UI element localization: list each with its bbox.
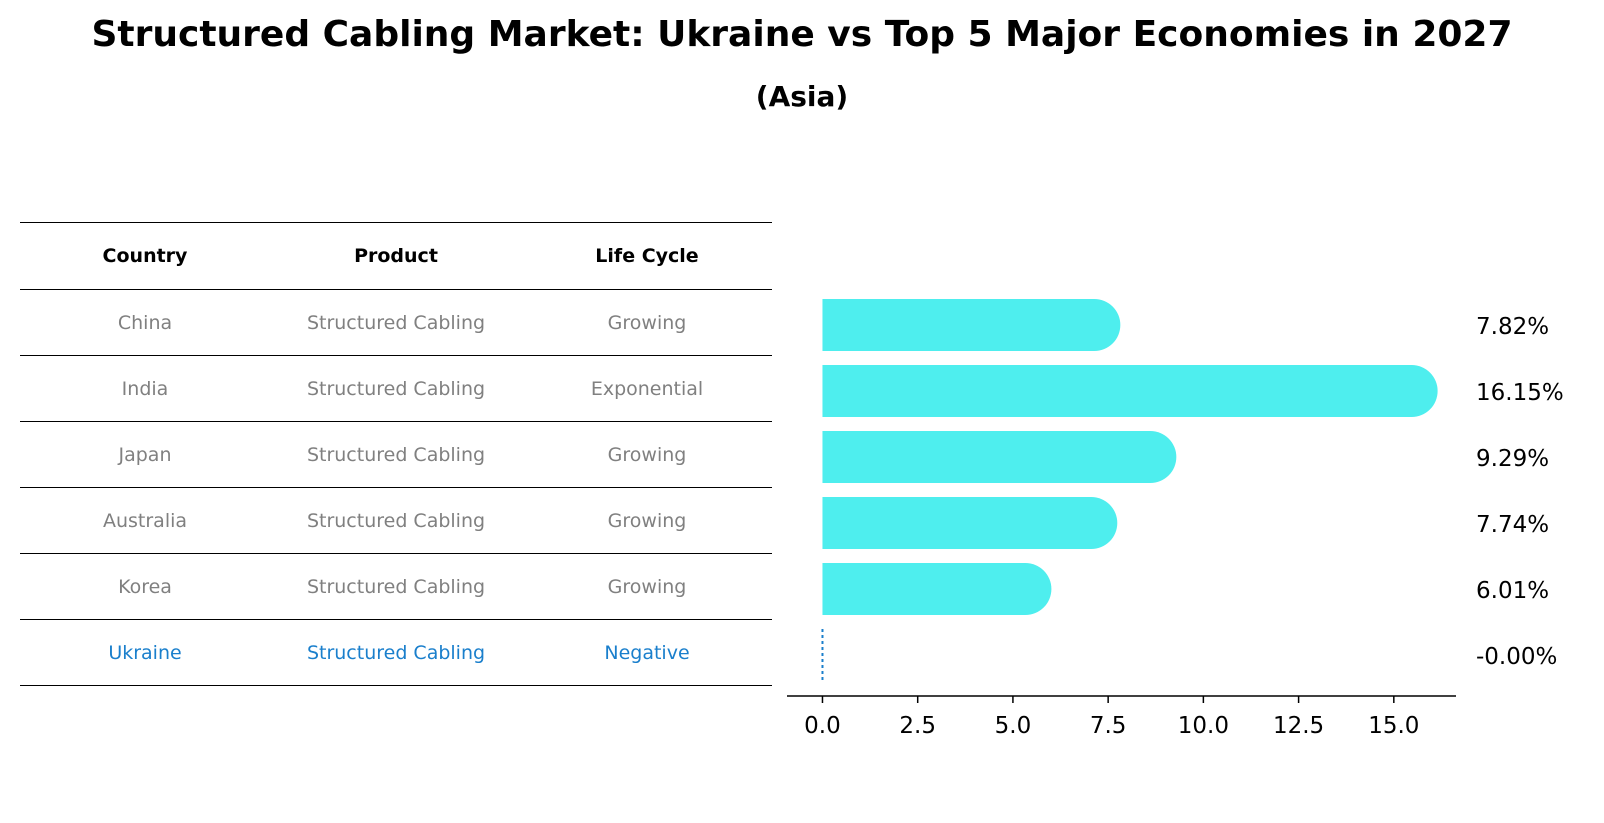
value-label-china: 7.82% bbox=[1476, 314, 1549, 340]
bar-japan bbox=[822, 431, 1177, 483]
value-label-korea: 6.01% bbox=[1476, 578, 1549, 604]
table-row: Japan Structured Cabling Growing bbox=[20, 422, 772, 488]
life-cycle-cell: Growing bbox=[607, 509, 687, 532]
country-cell: India bbox=[121, 377, 169, 400]
value-label-japan: 9.29% bbox=[1476, 446, 1549, 472]
bar-china bbox=[822, 299, 1121, 351]
country-cell: Japan bbox=[118, 443, 172, 466]
life-cycle-cell: Growing bbox=[607, 443, 687, 466]
country-cell: China bbox=[117, 311, 173, 334]
x-tick-label: 0.0 bbox=[804, 713, 841, 739]
value-label-ukraine: -0.00% bbox=[1476, 644, 1557, 670]
country-cell: Ukraine bbox=[108, 641, 182, 664]
country-table: Country Product Life Cycle China Structu… bbox=[20, 222, 772, 686]
product-cell: Structured Cabling bbox=[306, 509, 486, 532]
x-tick-label: 2.5 bbox=[899, 713, 936, 739]
life-cycle-cell: Growing bbox=[607, 311, 687, 334]
bar-korea bbox=[822, 563, 1052, 615]
life-cycle-cell: Negative bbox=[604, 641, 690, 664]
table-row: Korea Structured Cabling Growing bbox=[20, 554, 772, 620]
table-row: China Structured Cabling Growing bbox=[20, 290, 772, 356]
product-cell: Structured Cabling bbox=[306, 575, 486, 598]
bar-india bbox=[822, 365, 1438, 417]
header-country: Country bbox=[102, 245, 188, 267]
x-tick-label: 10.0 bbox=[1178, 713, 1229, 739]
country-cell: Australia bbox=[102, 509, 188, 532]
chart-subtitle: (Asia) bbox=[755, 80, 849, 113]
table-row: Australia Structured Cabling Growing bbox=[20, 488, 772, 554]
life-cycle-cell: Growing bbox=[607, 575, 687, 598]
value-label-australia: 7.74% bbox=[1476, 512, 1549, 538]
table-row-highlight: Ukraine Structured Cabling Negative bbox=[20, 620, 772, 686]
header-life-cycle: Life Cycle bbox=[595, 245, 699, 267]
chart-title: Structured Cabling Market: Ukraine vs To… bbox=[91, 14, 1513, 55]
life-cycle-cell: Exponential bbox=[590, 377, 704, 400]
value-label-india: 16.15% bbox=[1476, 380, 1564, 406]
bar-australia bbox=[822, 497, 1118, 549]
product-cell: Structured Cabling bbox=[306, 641, 486, 664]
x-tick-label: 5.0 bbox=[995, 713, 1032, 739]
x-tick-label: 12.5 bbox=[1273, 713, 1324, 739]
product-cell: Structured Cabling bbox=[306, 311, 486, 334]
bar-chart: 7.82% 16.15% 9.29% 7.74% 6.01% -0.00% 0.0 2.5 5.… bbox=[787, 299, 1564, 739]
country-cell: Korea bbox=[118, 575, 172, 598]
header-product: Product bbox=[354, 245, 438, 267]
product-cell: Structured Cabling bbox=[306, 443, 486, 466]
product-cell: Structured Cabling bbox=[306, 377, 486, 400]
x-tick-label: 15.0 bbox=[1368, 713, 1419, 739]
x-tick-label: 7.5 bbox=[1090, 713, 1127, 739]
table-header-row: Country Product Life Cycle bbox=[20, 222, 772, 290]
table-row: India Structured Cabling Exponential bbox=[20, 356, 772, 422]
